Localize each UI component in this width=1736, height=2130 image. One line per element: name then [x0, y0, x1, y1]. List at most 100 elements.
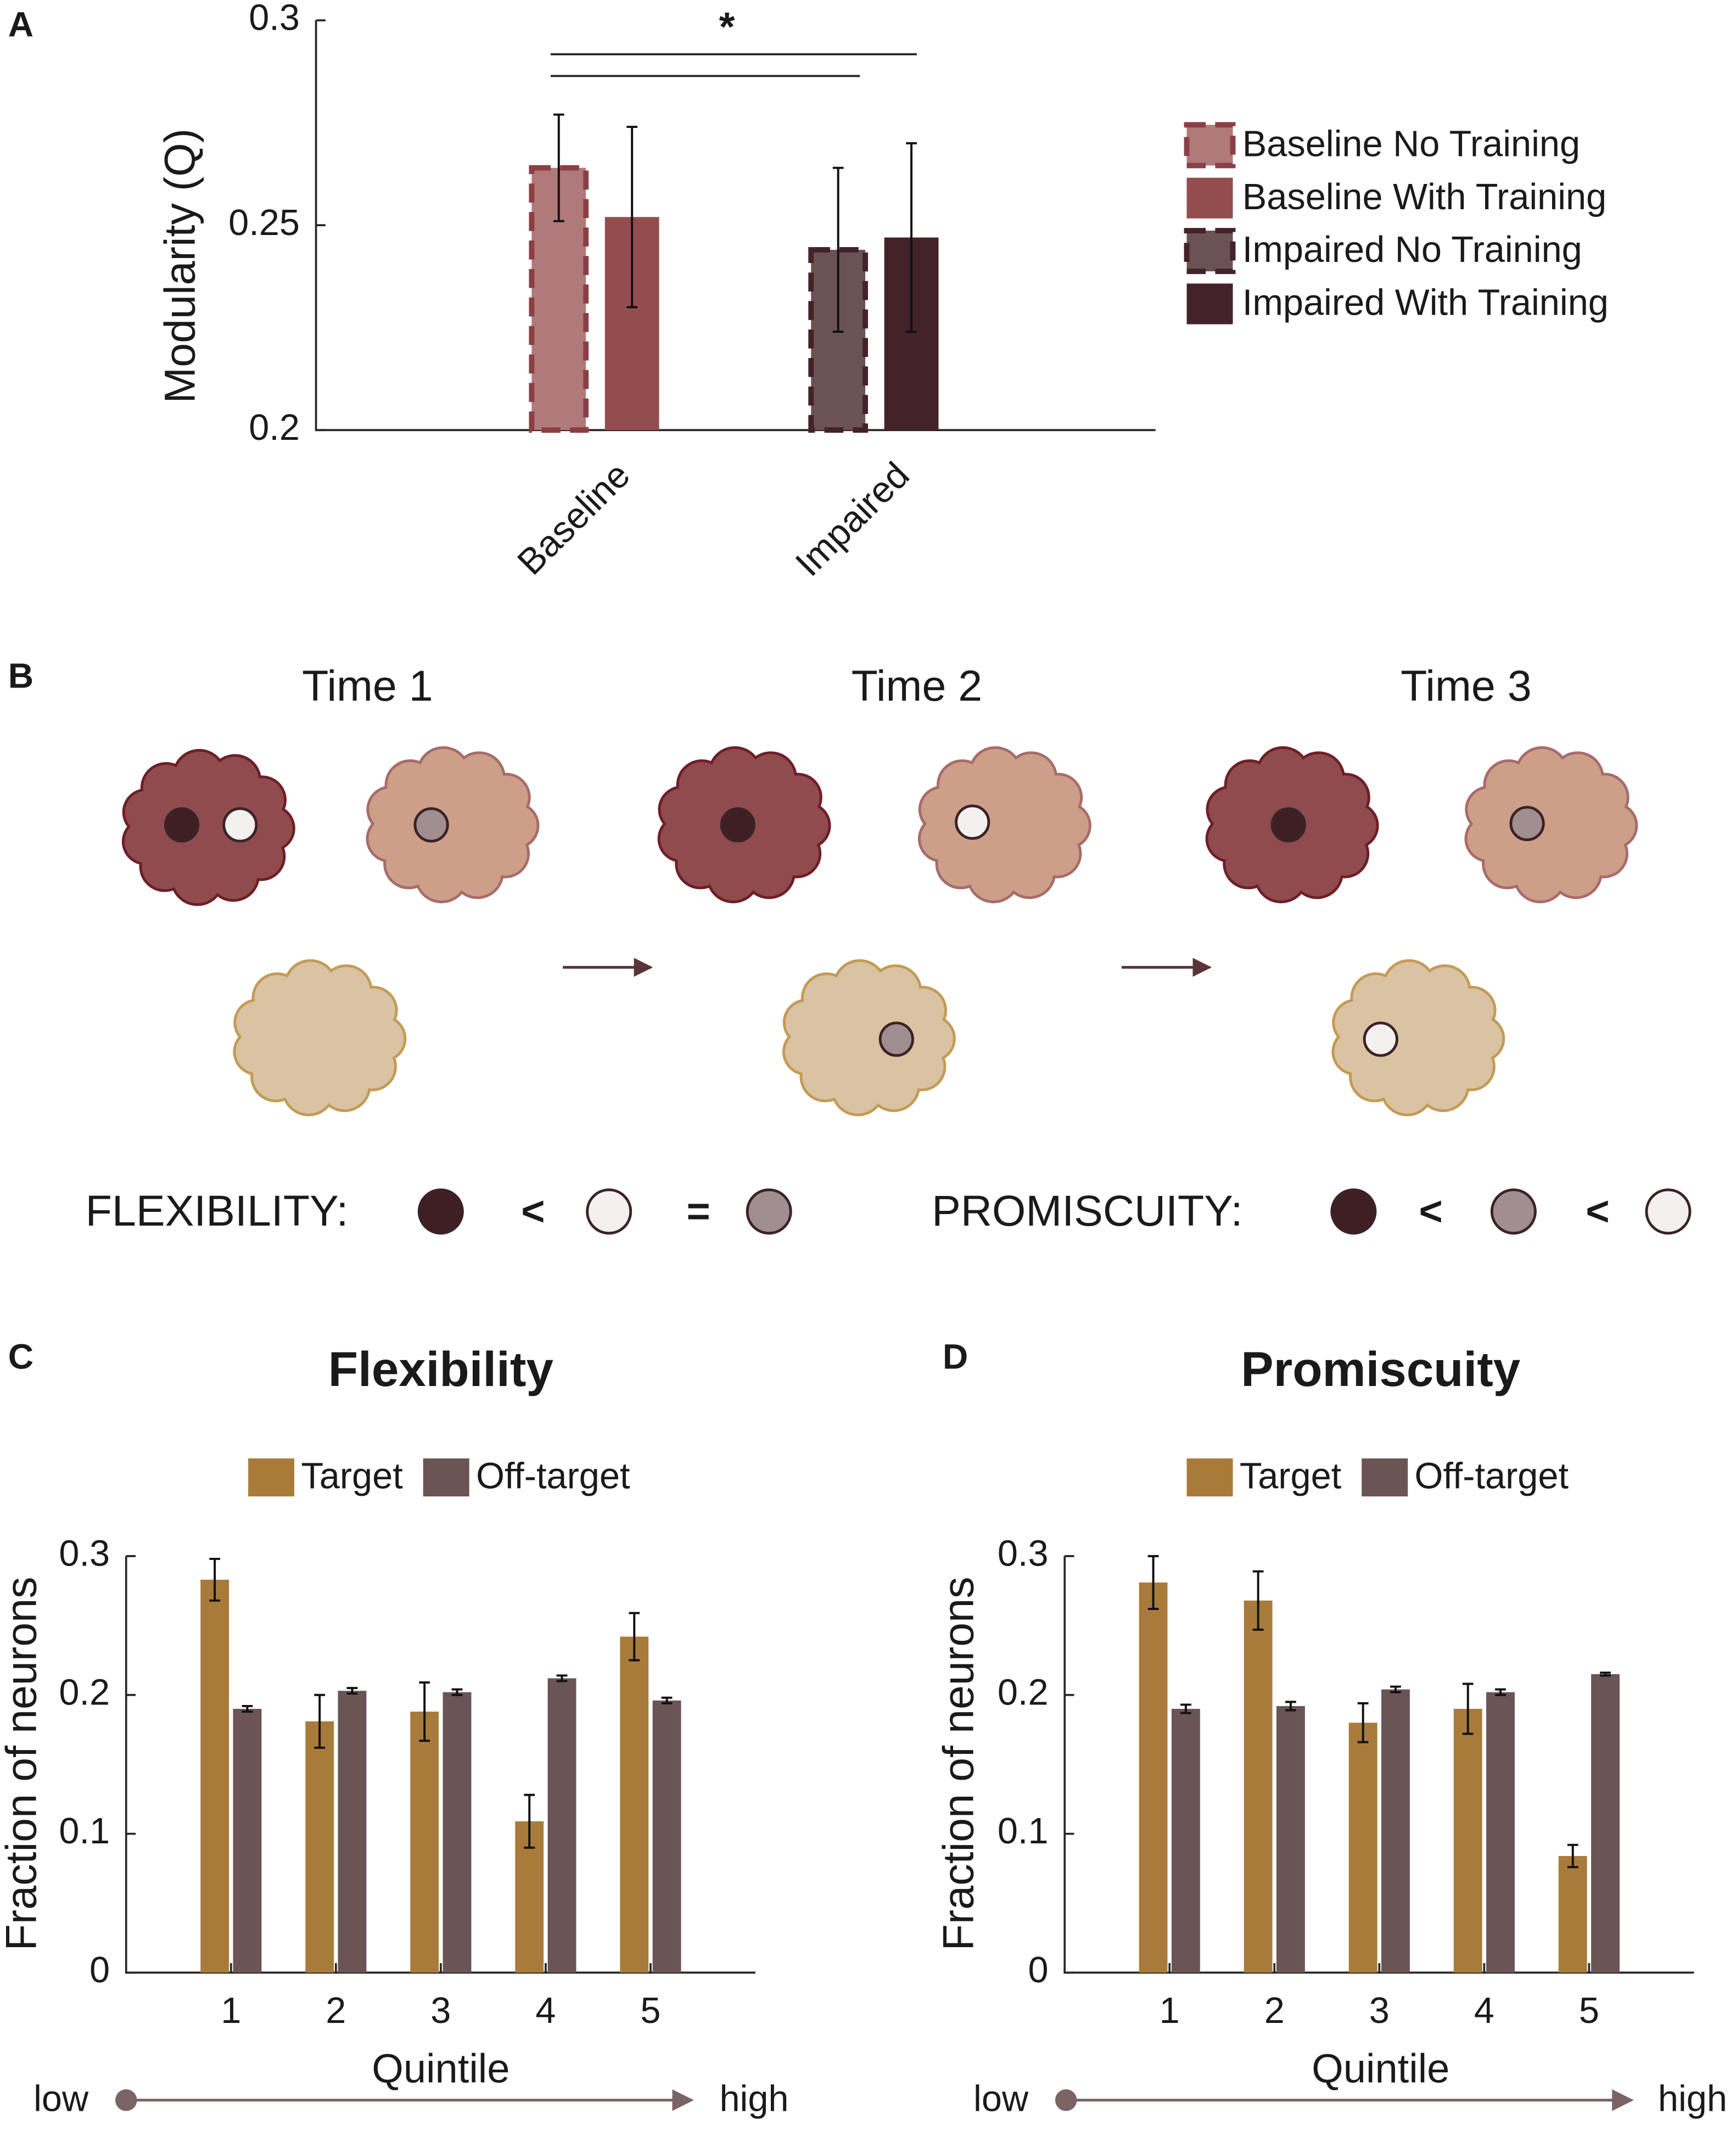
x-tick-label: 4	[1474, 1991, 1494, 2031]
error-bar	[451, 1688, 463, 1696]
relation-symbol: <	[521, 1188, 545, 1234]
bar	[652, 1700, 681, 1973]
error-bar	[524, 1793, 535, 1849]
bar	[233, 1709, 262, 1973]
bar	[1348, 1723, 1377, 1973]
x-tick-label: 2	[326, 1991, 346, 2031]
legend-label: Target	[1240, 1456, 1342, 1497]
time-label: Time 3	[1401, 661, 1532, 710]
x-tick-label: 3	[1369, 1991, 1390, 2031]
bar	[1558, 1856, 1587, 1973]
scale-label: low	[973, 2079, 1029, 2120]
cloud	[1331, 959, 1505, 1116]
y-tick-label: 0.3	[249, 0, 300, 38]
relation-symbol: =	[687, 1188, 710, 1234]
bar	[305, 1721, 334, 1973]
y-tick-label: 0.2	[249, 407, 300, 448]
y-tick-label: 0.1	[998, 1811, 1049, 1852]
x-tick-label: 4	[535, 1991, 556, 2031]
cloud	[233, 959, 407, 1116]
y-tick-label: 0	[89, 1950, 110, 1991]
node	[222, 807, 258, 843]
cloud	[1464, 746, 1638, 903]
error-bar	[209, 1557, 221, 1602]
x-axis-label: Quintile	[372, 2045, 509, 2091]
error-bar	[1600, 1671, 1611, 1677]
node	[164, 807, 200, 843]
legend-label: Baseline No Training	[1242, 124, 1580, 164]
node	[955, 804, 990, 840]
bar	[1244, 1600, 1273, 1973]
error-bar	[242, 1704, 253, 1713]
y-tick-label: 0.3	[59, 1534, 110, 1574]
node	[1330, 1188, 1377, 1235]
legend-label: Off-target	[476, 1456, 630, 1497]
legend-swatch	[1184, 228, 1236, 275]
node	[878, 1021, 914, 1057]
y-tick-label: 0.25	[228, 203, 300, 243]
cloud	[121, 748, 295, 906]
legend-label: Target	[301, 1456, 403, 1497]
panel-label: D	[943, 1337, 968, 1377]
legend-label: Impaired With Training	[1242, 283, 1609, 323]
y-axis-label: Fraction of neurons	[0, 1576, 45, 1950]
scale-label: high	[719, 2079, 788, 2120]
legend-swatch	[1186, 1458, 1233, 1497]
x-tick-label: Impaired	[788, 455, 917, 584]
error-bar	[832, 166, 844, 333]
error-bar	[1495, 1688, 1506, 1696]
error-bar	[1567, 1843, 1578, 1869]
error-bar	[314, 1693, 326, 1749]
error-bar	[1462, 1682, 1474, 1735]
error-bar	[1357, 1702, 1369, 1743]
node	[413, 807, 449, 843]
cloud	[782, 959, 956, 1116]
legend-swatch	[1186, 283, 1233, 325]
error-bar	[1180, 1703, 1191, 1714]
time-label: Time 1	[302, 661, 433, 710]
panel-label: A	[8, 4, 33, 44]
legend-swatch	[1186, 177, 1233, 219]
x-tick-label: 1	[1160, 1991, 1180, 2031]
y-tick-label: 0.1	[59, 1811, 110, 1852]
error-bar	[906, 142, 917, 333]
bar	[1171, 1709, 1200, 1973]
panel-label: C	[8, 1337, 33, 1377]
cloud	[918, 746, 1091, 903]
bar	[1381, 1689, 1410, 1973]
bar	[1486, 1692, 1515, 1973]
y-tick-label: 0.2	[998, 1672, 1049, 1713]
legend-label: FLEXIBILITY:	[86, 1186, 349, 1235]
axis	[315, 20, 1156, 432]
bar	[620, 1636, 649, 1973]
chart-title: Promiscuity	[1241, 1341, 1520, 1396]
legend-swatch	[423, 1458, 469, 1497]
x-tick-label: 3	[430, 1991, 451, 2031]
cloud	[366, 746, 540, 903]
node	[417, 1188, 464, 1235]
x-axis-label: Quintile	[1312, 2045, 1449, 2091]
error-bar	[1147, 1555, 1159, 1610]
error-bar	[1285, 1701, 1296, 1712]
x-tick-label: Baseline	[510, 455, 638, 583]
panel-label: B	[8, 656, 33, 695]
node	[1270, 807, 1306, 843]
legend-label: Baseline With Training	[1242, 177, 1606, 217]
scale-label: low	[33, 2079, 89, 2120]
error-bar	[629, 1612, 640, 1662]
bar	[338, 1691, 367, 1973]
node	[1490, 1188, 1537, 1235]
bar	[547, 1678, 576, 1973]
node	[746, 1188, 792, 1235]
annotation: *	[719, 4, 735, 49]
bar	[1276, 1706, 1305, 1973]
error-bar	[626, 126, 638, 309]
y-axis-label: Modularity (Q)	[155, 128, 204, 404]
x-tick-label: 2	[1264, 1991, 1285, 2031]
error-bar	[661, 1696, 673, 1704]
x-tick-label: 5	[640, 1991, 660, 2031]
legend-swatch	[1362, 1458, 1408, 1497]
bar	[410, 1712, 439, 1973]
relation-symbol: <	[1586, 1188, 1609, 1234]
